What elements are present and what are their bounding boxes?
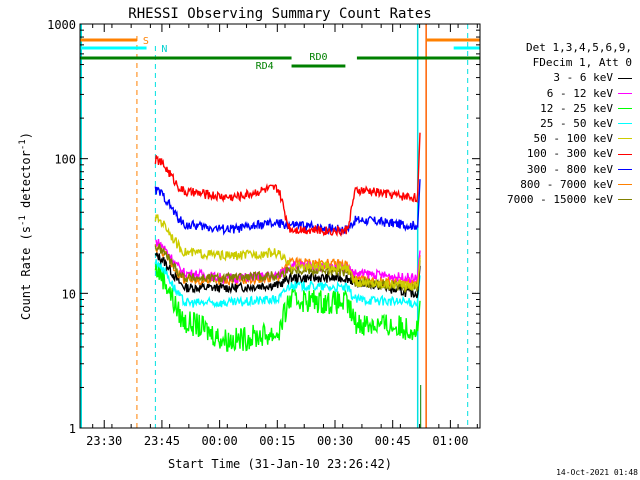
y-tick-label: 1 [69,422,76,436]
legend-entry: 7000 - 15000 keV [484,192,632,207]
legend-label: 6 - 12 keV [546,86,613,100]
x-tick-label: 01:00 [432,434,468,448]
legend-entries: 3 - 6 keV 6 - 12 keV 12 - 25 keV 25 - 50 ke… [484,70,632,207]
x-tick-label: 23:30 [86,434,122,448]
series-line [154,243,421,293]
y-tick-label: 100 [54,153,76,167]
series-line [154,259,421,309]
saa-flag-label: S [143,36,149,47]
legend-entry: 6 - 12 keV [484,86,632,101]
legend-header-line-1: Det 1,3,4,5,6,9, [526,41,632,54]
y-axis-ticks: 1 10 100 1000 [47,18,480,436]
y-label-sup: -1 [18,215,28,226]
legend-swatch [618,107,632,109]
legend-entry: 3 - 6 keV [484,70,632,85]
x-tick-label: 00:00 [202,434,238,448]
x-tick-label: 23:45 [144,434,180,448]
legend-label: 12 - 25 keV [540,101,613,115]
legend-swatch [618,123,632,125]
legend-label: 3 - 6 keV [553,71,613,85]
series-line [154,132,421,238]
legend-label: 100 - 300 keV [526,147,613,161]
y-label-tail: detector [19,150,33,215]
legend-entry: 50 - 100 keV [484,131,632,146]
series-line [154,263,421,352]
legend-swatch [618,199,632,201]
legend-label: 50 - 100 keV [533,132,613,146]
y-label-main: Count Rate (s [19,226,33,320]
legend-label: 800 - 7000 keV [520,177,613,191]
x-axis-label: Start Time (31-Jan-10 23:26:42) [168,457,392,471]
legend-entry: 25 - 50 keV [484,116,632,131]
y-tick-label: 10 [62,287,76,301]
legend: Det 1,3,4,5,6,9, FDecim 1, Att 0 3 - 6 k… [484,40,632,207]
chart-title: RHESSI Observing Summary Count Rates [128,6,431,22]
observing-flags: S N RD0 RD4 [80,24,480,428]
generation-timestamp: 14-Oct-2021 01:48 [556,468,638,477]
x-tick-label: 00:15 [259,434,295,448]
legend-entry: 100 - 300 keV [484,146,632,161]
plot-frame [79,23,481,429]
count-rate-curves [154,132,421,352]
legend-label: 25 - 50 keV [540,117,613,131]
x-tick-label: 00:30 [317,434,353,448]
legend-entry: 300 - 800 keV [484,162,632,177]
legend-swatch [618,153,632,155]
x-axis-ticks: 23:30 23:45 00:00 00:15 00:30 00:45 01:00 [86,24,478,448]
y-label-sup2: -1 [18,139,28,150]
legend-label: 300 - 800 keV [526,162,613,176]
y-axis-label: Count Rate (s-1 detector-1) [18,132,33,320]
legend-label: 7000 - 15000 keV [507,193,613,207]
legend-swatch [618,92,632,94]
y-label-end: ) [19,132,33,139]
legend-swatch [618,183,632,185]
night-flag-label: N [161,44,167,55]
legend-swatch [618,168,632,170]
legend-swatch [618,138,632,140]
legend-entry: 800 - 7000 keV [484,177,632,192]
x-tick-label: 00:45 [375,434,411,448]
legend-header-line-2: FDecim 1, Att 0 [532,56,632,70]
rd4-flag-label: RD4 [256,61,274,72]
rd0-flag-label: RD0 [309,52,327,63]
series-line [154,214,421,291]
legend-entry: 12 - 25 keV [484,101,632,116]
legend-swatch [618,77,632,79]
series-line [154,179,421,236]
y-tick-label: 1000 [47,18,76,32]
